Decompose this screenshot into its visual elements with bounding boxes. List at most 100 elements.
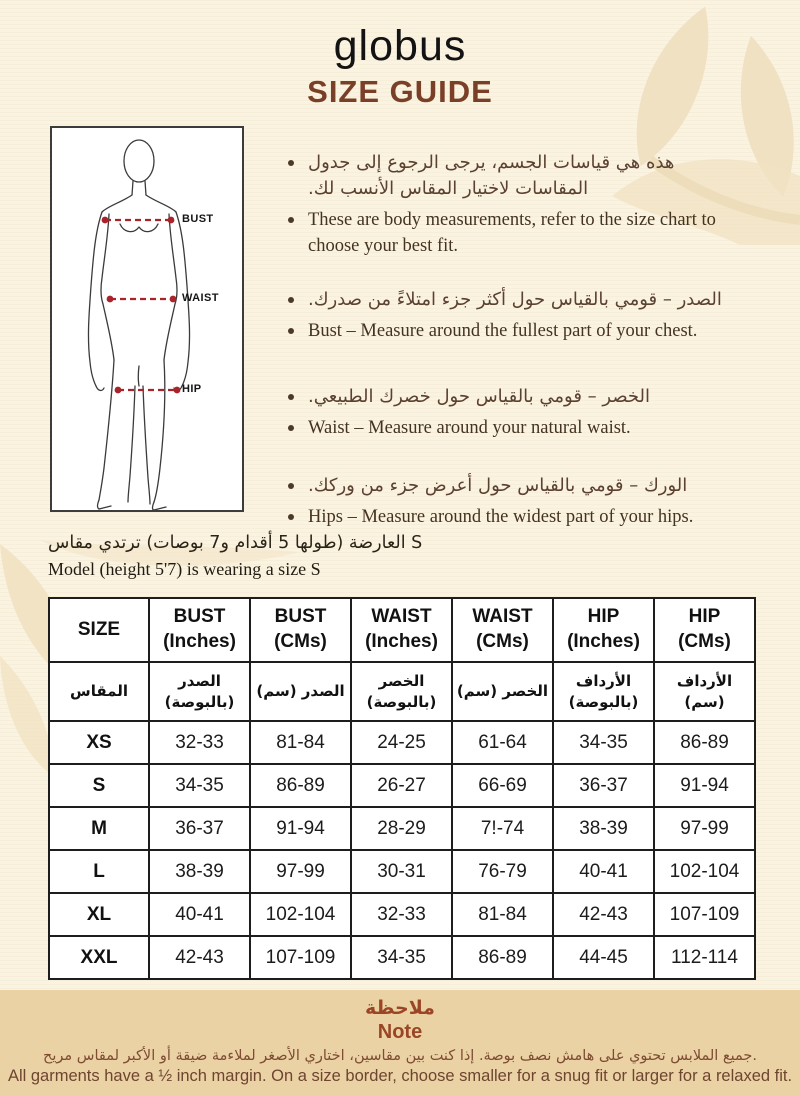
column-header-ar-size: المقاس xyxy=(48,661,150,722)
value-cell: 112-114 xyxy=(653,935,756,980)
value-cell: 107-109 xyxy=(249,935,352,980)
size-cell-xxl: XXL xyxy=(48,935,150,980)
value-cell: 30-31 xyxy=(350,849,453,894)
table-header-row-ar: المقاس الصدر (بالبوصة) الصدر (سم) الخصر (با… xyxy=(48,661,756,722)
instructions-list: هذه هي قياسات الجسم، يرجى الرجوع إلى جدو… xyxy=(288,150,724,558)
waist-label: WAIST xyxy=(182,292,219,304)
size-chart-body: SIZE BUST (Inches) BUST (CMs) WAIST (Inches) WA… xyxy=(48,597,756,980)
table-row-s: S 34-35 86-89 26-27 66-69 36-37 91-94 xyxy=(48,763,756,808)
column-header-line2: (Inches) xyxy=(163,631,236,652)
brand-logo: globus xyxy=(333,22,467,70)
instruction-3-ar: الخصر – قومي بالقياس حول خصرك الطبيعي. xyxy=(288,384,724,410)
size-cell-m: M xyxy=(48,806,150,851)
column-header-5: HIP (Inches) xyxy=(552,597,655,663)
bullet-icon xyxy=(288,425,294,431)
instruction-3-ar-text: الخصر – قومي بالقياس حول خصرك الطبيعي. xyxy=(308,386,651,407)
note-title-ar: ملاحظة xyxy=(365,997,435,1019)
column-header-line1: BUST xyxy=(173,606,226,628)
value-cell: 86-89 xyxy=(451,935,554,980)
value-cell: 102-104 xyxy=(249,892,352,937)
value-cell: 91-94 xyxy=(249,806,352,851)
bust-label: BUST xyxy=(182,213,214,225)
bullet-icon xyxy=(288,217,294,223)
model-info-en: Model (height 5'7) is wearing a size S xyxy=(48,559,321,579)
bullet-icon xyxy=(288,394,294,400)
value-cell: 40-41 xyxy=(148,892,251,937)
instruction-1-en-text: These are body measurements, refer to th… xyxy=(308,210,716,256)
value-cell: 36-37 xyxy=(552,763,655,808)
measurement-lines xyxy=(105,218,177,392)
value-cell: 26-27 xyxy=(350,763,453,808)
value-cell: 34-35 xyxy=(148,763,251,808)
column-header-1: BUST (Inches) xyxy=(148,597,251,663)
column-header-line2: (CMs) xyxy=(476,631,529,652)
body-figure-sketch xyxy=(87,139,191,510)
table-row-l: L 38-39 97-99 30-31 76-79 40-41 102-104 xyxy=(48,849,756,894)
table-row-xxl: XXL 42-43 107-109 34-35 86-89 44-45 112-114 xyxy=(48,935,756,980)
instruction-group-1: هذه هي قياسات الجسم، يرجى الرجوع إلى جدو… xyxy=(288,150,724,259)
value-cell: 42-43 xyxy=(552,892,655,937)
model-info-ar: العارضة (طولها 5 أقدام و7 بوصات) ترتدي م… xyxy=(48,533,423,553)
value-cell: 38-39 xyxy=(148,849,251,894)
column-header-ar-1: الصدر (بالبوصة) xyxy=(148,661,251,722)
column-header-4: WAIST (CMs) xyxy=(451,597,554,663)
column-header-line2: (CMs) xyxy=(274,631,327,652)
bullet-icon xyxy=(288,160,294,166)
value-cell: 86-89 xyxy=(249,763,352,808)
instruction-4-ar: الورك – قومي بالقياس حول أعرض جزء من ورك… xyxy=(288,473,724,499)
table-header-row-en: SIZE BUST (Inches) BUST (CMs) WAIST (Inches) WA… xyxy=(48,597,756,663)
column-header-line1: HIP xyxy=(587,606,620,628)
column-header-2: BUST (CMs) xyxy=(249,597,352,663)
bullet-icon xyxy=(288,297,294,303)
instruction-3-en: Waist – Measure around your natural wais… xyxy=(288,415,724,441)
column-header-line1: HIP xyxy=(688,606,721,628)
value-cell: 24-25 xyxy=(350,720,453,765)
instruction-group-2: الصدر – قومي بالقياس حول أكثر جزء امتلاء… xyxy=(288,287,724,344)
value-cell: 91-94 xyxy=(653,763,756,808)
bullet-icon xyxy=(288,328,294,334)
instruction-group-4: الورك – قومي بالقياس حول أعرض جزء من ورك… xyxy=(288,473,724,530)
value-cell: 42-43 xyxy=(148,935,251,980)
column-header-ar-2: الصدر (سم) xyxy=(249,661,352,722)
size-cell-xs: XS xyxy=(48,720,150,765)
column-header-line1: WAIST xyxy=(472,606,533,628)
instruction-2-ar-text: الصدر – قومي بالقياس حول أكثر جزء امتلاء… xyxy=(308,289,722,310)
model-info: العارضة (طولها 5 أقدام و7 بوصات) ترتدي م… xyxy=(48,530,468,582)
value-cell: 34-35 xyxy=(552,720,655,765)
column-header-line1: BUST xyxy=(274,606,327,628)
table-row-xs: XS 32-33 81-84 24-25 61-64 34-35 86-89 xyxy=(48,720,756,765)
instruction-4-en-text: Hips – Measure around the widest part of… xyxy=(308,507,694,527)
instruction-2-en-text: Bust – Measure around the fullest part o… xyxy=(308,321,698,341)
value-cell: 28-29 xyxy=(350,806,453,851)
instruction-1-ar: هذه هي قياسات الجسم، يرجى الرجوع إلى جدو… xyxy=(288,150,724,202)
page-title: SIZE GUIDE xyxy=(307,74,493,109)
size-chart-table: SIZE BUST (Inches) BUST (CMs) WAIST (Inches) WA… xyxy=(48,597,756,980)
value-cell: 7!-74 xyxy=(451,806,554,851)
note-body-ar: جميع الملابس تحتوي على هامش نصف بوصة. إذ… xyxy=(43,1048,757,1064)
note-title-en: Note xyxy=(377,1021,423,1043)
value-cell: 32-33 xyxy=(350,892,453,937)
note-section: ملاحظة Note جميع الملابس تحتوي على هامش … xyxy=(0,990,800,1096)
table-row-m: M 36-37 91-94 28-29 7!-74 38-39 97-99 xyxy=(48,806,756,851)
body-measurement-diagram: BUST WAIST HIP xyxy=(50,126,244,512)
instruction-1-ar-text: هذه هي قياسات الجسم، يرجى الرجوع إلى جدو… xyxy=(308,152,675,199)
value-cell: 44-45 xyxy=(552,935,655,980)
column-header-6: HIP (CMs) xyxy=(653,597,756,663)
value-cell: 40-41 xyxy=(552,849,655,894)
table-row-xl: XL 40-41 102-104 32-33 81-84 42-43 107-109 xyxy=(48,892,756,937)
column-header-ar-3: الخصر (بالبوصة) xyxy=(350,661,453,722)
value-cell: 86-89 xyxy=(653,720,756,765)
instruction-1-en: These are body measurements, refer to th… xyxy=(288,207,724,259)
instruction-2-en: Bust – Measure around the fullest part o… xyxy=(288,318,724,344)
size-cell-xl: XL xyxy=(48,892,150,937)
value-cell: 76-79 xyxy=(451,849,554,894)
value-cell: 38-39 xyxy=(552,806,655,851)
value-cell: 81-84 xyxy=(249,720,352,765)
column-header-line2: (Inches) xyxy=(567,631,640,652)
value-cell: 97-99 xyxy=(249,849,352,894)
column-header-line2: (CMs) xyxy=(678,631,731,652)
size-cell-l: L xyxy=(48,849,150,894)
instruction-group-3: الخصر – قومي بالقياس حول خصرك الطبيعي. Wa… xyxy=(288,384,724,441)
column-header-ar-4: الخصر (سم) xyxy=(451,661,554,722)
value-cell: 34-35 xyxy=(350,935,453,980)
